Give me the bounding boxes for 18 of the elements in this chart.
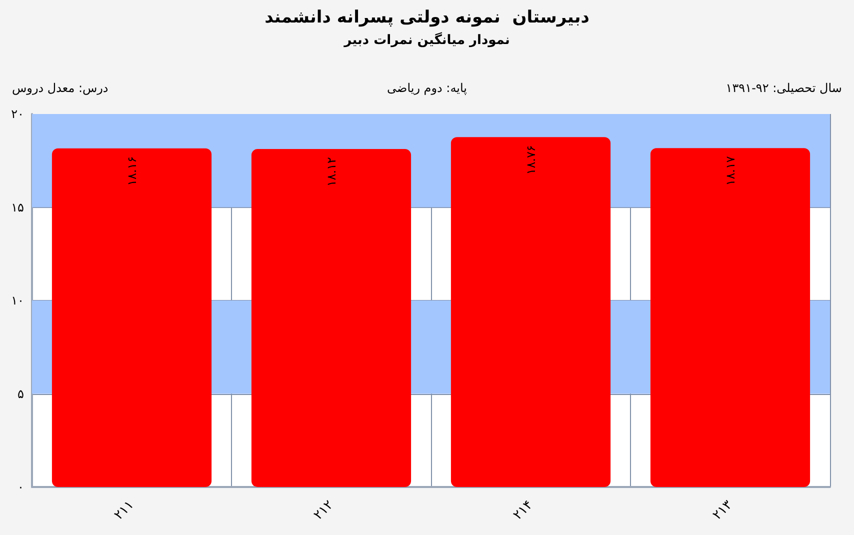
y-tick-label: ۱۰ [11, 294, 24, 308]
text: سال تحصیلی: ۹۲-۱۳۹۱ [726, 81, 842, 95]
x-tick-label: ۲۱۱ [112, 498, 138, 524]
text: درس: معدل دروس [12, 81, 108, 95]
chart-title: دبیرستان نمونه دولتی پسرانه دانشمند [264, 8, 590, 28]
data-label: ۱۸.۱۲ [324, 157, 338, 187]
data-label: ۱۸.۱۶ [124, 156, 139, 186]
y-tick-label: ۱۵ [11, 200, 24, 214]
y-tick-label: ۲۰ [11, 107, 24, 121]
x-tick-label: ۲۱۲ [311, 498, 337, 524]
text: پایه: دوم ریاضی [387, 81, 467, 95]
y-tick-label: ۵ [18, 386, 24, 401]
chart-subtitle: نمودار میانگین نمرات دبیر [343, 32, 510, 48]
x-tick-label: ۲۱۴ [510, 498, 536, 524]
x-tick-label: ۲۱۳ [710, 498, 736, 524]
data-label: ۱۸.۷۶ [524, 145, 538, 175]
data-label: ۱۸.۱۷ [723, 156, 738, 186]
y-tick-label: ۰ [18, 480, 24, 494]
